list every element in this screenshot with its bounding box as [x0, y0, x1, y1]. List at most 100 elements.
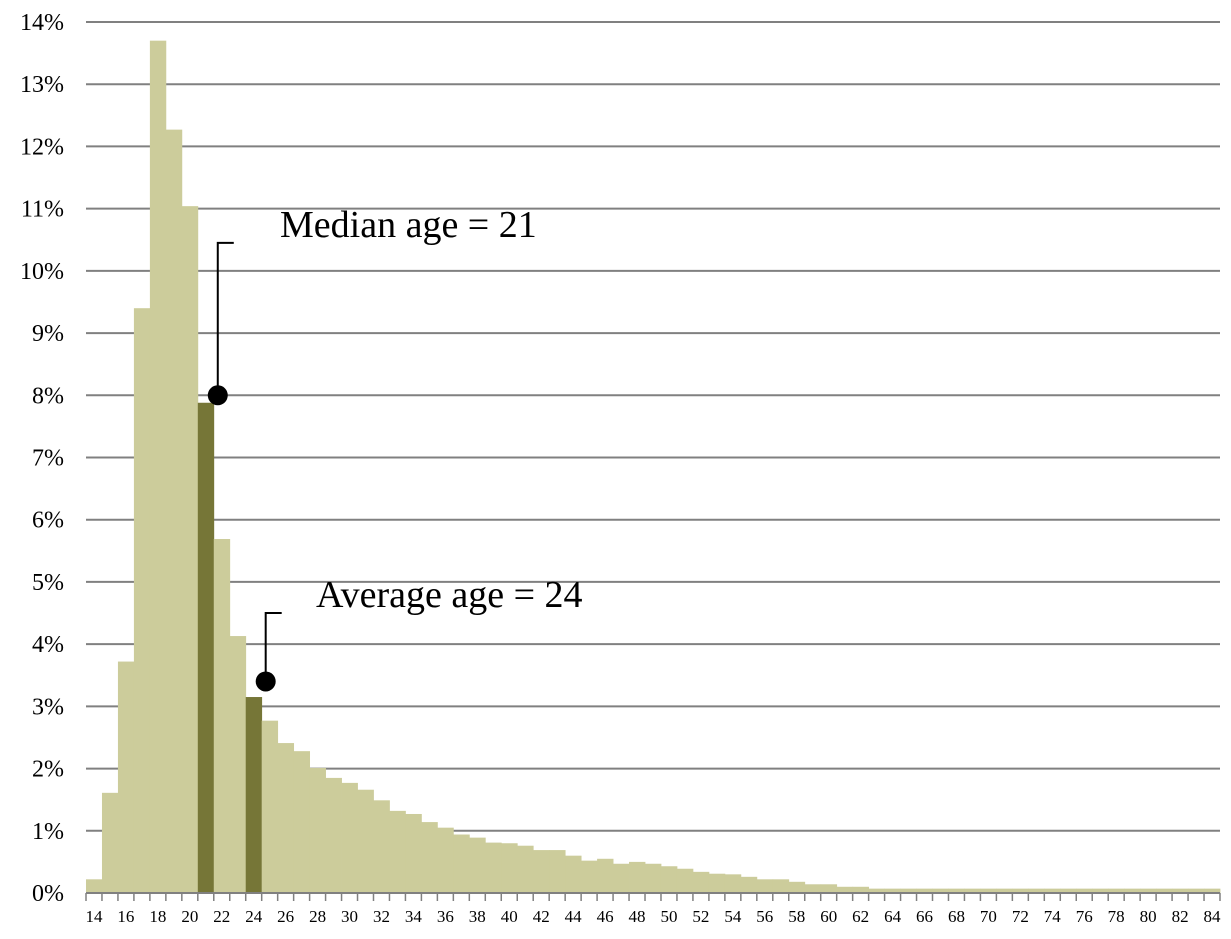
x-tick-label: 32 — [373, 907, 390, 926]
x-tick-label: 68 — [948, 907, 965, 926]
bar — [980, 888, 997, 893]
bar — [86, 879, 103, 893]
bar — [213, 539, 231, 893]
bar — [517, 845, 534, 893]
annotation-marker — [255, 671, 276, 692]
bar — [181, 206, 199, 893]
bar — [1012, 888, 1029, 893]
x-tick-label: 66 — [916, 907, 933, 926]
bar — [676, 868, 694, 893]
x-tick-label: 62 — [852, 907, 869, 926]
bar — [309, 767, 326, 893]
bar — [916, 888, 933, 893]
bar — [117, 661, 135, 893]
bar — [421, 822, 438, 893]
highlight-bar — [245, 697, 263, 893]
x-tick-label: 82 — [1172, 907, 1189, 926]
annotations: Median age = 21 Average age = 24 — [207, 204, 583, 692]
y-tick-label: 7% — [32, 446, 64, 472]
bar — [645, 863, 662, 893]
bar — [229, 636, 247, 893]
x-tick-label: 80 — [1140, 907, 1157, 926]
bar — [1140, 888, 1157, 893]
bar — [788, 881, 806, 893]
x-tick-label: 52 — [692, 907, 709, 926]
annotation-leader-line — [264, 612, 282, 682]
bar — [1188, 888, 1205, 893]
bar — [884, 888, 901, 893]
x-tick-label: 72 — [1012, 907, 1029, 926]
x-tick-label: 40 — [501, 907, 518, 926]
x-tick-label: 54 — [724, 907, 742, 926]
bar — [149, 40, 167, 893]
y-tick-label: 11% — [21, 197, 64, 223]
bar — [1028, 888, 1045, 893]
bar — [692, 871, 710, 893]
bar — [724, 874, 742, 893]
y-tick-label: 8% — [32, 383, 64, 409]
bar — [325, 777, 342, 893]
x-tick-label: 28 — [309, 907, 326, 926]
bar-series — [86, 40, 1221, 894]
bar — [629, 861, 646, 893]
x-tick-label: 46 — [597, 907, 614, 926]
bar — [1060, 888, 1077, 893]
x-tick-label: 44 — [565, 907, 583, 926]
bar — [405, 813, 422, 893]
bar — [1108, 888, 1125, 893]
x-tick-label: 48 — [629, 907, 646, 926]
annotation-label: Median age = 21 — [280, 204, 537, 246]
bar — [485, 842, 502, 893]
x-tick-label: 16 — [117, 907, 134, 926]
y-tick-label: 12% — [20, 134, 64, 160]
y-tick-label: 5% — [32, 570, 64, 596]
annotation-leader-line — [216, 241, 234, 396]
annotation-marker — [207, 385, 228, 406]
x-tick-label: 22 — [213, 907, 230, 926]
bar — [581, 860, 598, 893]
y-tick-label: 14% — [20, 10, 64, 36]
axes: 0% 1% 2% 3% 4% 5% 6% 7% 8% 9% 10% 11% 12% 13% 14% 14 16 1… — [20, 10, 1221, 926]
bar — [900, 888, 917, 893]
x-tick-label: 38 — [469, 907, 486, 926]
bar — [996, 888, 1013, 893]
bar — [1076, 888, 1093, 893]
bar — [1156, 888, 1173, 893]
bar — [836, 886, 854, 893]
y-tick-label: 0% — [32, 881, 64, 907]
y-tick-label: 13% — [20, 72, 64, 98]
x-tick-label: 26 — [277, 907, 294, 926]
bar — [549, 850, 566, 893]
bar — [1124, 888, 1141, 893]
bar — [165, 129, 183, 893]
bar — [660, 866, 678, 893]
highlight-bar — [197, 402, 215, 893]
bar — [708, 873, 726, 893]
bar — [293, 751, 311, 893]
bar — [597, 858, 614, 893]
bar — [389, 810, 406, 893]
y-tick-label: 6% — [32, 508, 64, 534]
x-tick-label: 56 — [756, 907, 773, 926]
x-tick-label: 60 — [820, 907, 837, 926]
x-tick-label: 30 — [341, 907, 358, 926]
x-tick-label: 78 — [1108, 907, 1125, 926]
y-tick-label: 2% — [32, 757, 64, 783]
bar — [453, 834, 470, 893]
x-tick-label: 42 — [533, 907, 550, 926]
bar — [772, 879, 790, 893]
x-tick-label: 76 — [1076, 907, 1093, 926]
x-tick-label: 24 — [245, 907, 263, 926]
bar — [373, 800, 390, 893]
bar — [133, 308, 151, 894]
bar — [261, 720, 279, 893]
bar — [565, 855, 582, 893]
bar — [357, 789, 374, 893]
bar — [740, 876, 758, 893]
bar — [469, 837, 486, 893]
bar — [756, 879, 774, 893]
x-tick-label: 84 — [1204, 907, 1222, 926]
y-tick-label: 9% — [32, 321, 64, 347]
bar — [804, 884, 822, 893]
